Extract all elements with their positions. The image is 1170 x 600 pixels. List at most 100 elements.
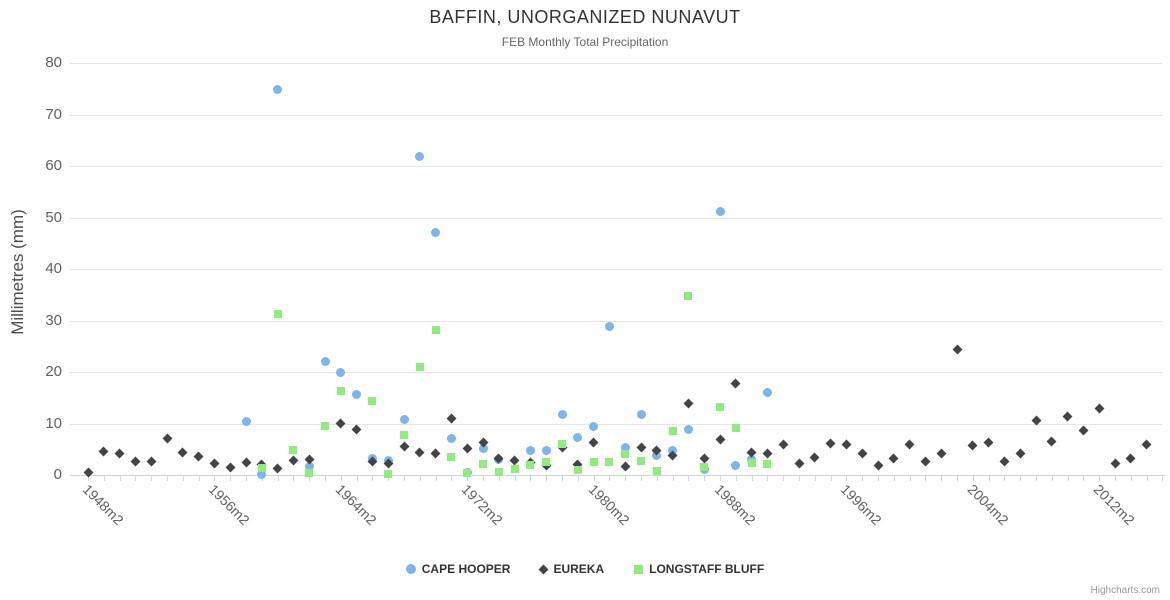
data-point-eureka[interactable] <box>114 448 125 459</box>
data-point-eureka[interactable] <box>904 439 915 450</box>
data-point-longstaff-bluff[interactable] <box>336 387 345 396</box>
data-point-eureka[interactable] <box>1062 411 1073 422</box>
data-point-cape-hooper[interactable] <box>336 368 346 377</box>
data-point-cape-hooper[interactable] <box>541 446 551 456</box>
data-point-longstaff-bluff[interactable] <box>273 310 282 319</box>
data-point-eureka[interactable] <box>462 443 473 454</box>
data-point-eureka[interactable] <box>1015 448 1026 459</box>
data-point-cape-hooper[interactable] <box>478 444 488 454</box>
data-point-longstaff-bluff[interactable] <box>747 459 756 468</box>
data-point-cape-hooper[interactable] <box>525 446 535 456</box>
data-point-eureka[interactable] <box>225 462 236 473</box>
data-point-cape-hooper[interactable] <box>273 85 283 95</box>
data-point-eureka[interactable] <box>1078 425 1089 436</box>
legend-item-longstaff-bluff[interactable]: LONGSTAFF BLUFF <box>634 562 764 576</box>
data-point-eureka[interactable] <box>1110 458 1120 469</box>
legend-item-cape-hooper[interactable]: CAPE HOOPER <box>405 562 510 576</box>
data-point-eureka[interactable] <box>1046 436 1057 447</box>
data-point-longstaff-bluff[interactable] <box>700 462 709 471</box>
data-point-longstaff-bluff[interactable] <box>479 459 487 468</box>
data-point-eureka[interactable] <box>715 434 725 445</box>
data-point-eureka[interactable] <box>636 442 646 453</box>
data-point-cape-hooper[interactable] <box>731 461 741 471</box>
data-point-eureka[interactable] <box>399 441 409 452</box>
data-point-eureka[interactable] <box>762 448 773 459</box>
data-point-longstaff-bluff[interactable] <box>637 457 645 466</box>
data-point-eureka[interactable] <box>98 446 109 457</box>
data-point-eureka[interactable] <box>683 398 694 409</box>
data-point-cape-hooper[interactable] <box>668 445 678 455</box>
data-point-eureka[interactable] <box>983 437 994 447</box>
data-point-cape-hooper[interactable] <box>241 416 251 426</box>
data-point-eureka[interactable] <box>288 455 299 466</box>
data-point-longstaff-bluff[interactable] <box>494 467 503 476</box>
data-point-cape-hooper[interactable] <box>415 152 425 162</box>
data-point-eureka[interactable] <box>936 448 947 459</box>
data-point-longstaff-bluff[interactable] <box>305 469 314 478</box>
data-point-eureka[interactable] <box>825 438 836 449</box>
data-point-longstaff-bluff[interactable] <box>684 292 693 301</box>
data-point-longstaff-bluff[interactable] <box>542 457 551 466</box>
data-point-eureka[interactable] <box>446 413 457 424</box>
data-point-eureka[interactable] <box>841 439 852 450</box>
data-point-eureka[interactable] <box>430 448 441 459</box>
data-point-cape-hooper[interactable] <box>446 434 456 444</box>
data-point-longstaff-bluff[interactable] <box>289 445 298 454</box>
data-point-cape-hooper[interactable] <box>320 357 330 367</box>
data-point-longstaff-bluff[interactable] <box>763 460 772 469</box>
data-point-longstaff-bluff[interactable] <box>384 469 393 478</box>
data-point-eureka[interactable] <box>809 452 820 463</box>
data-point-longstaff-bluff[interactable] <box>716 402 724 411</box>
data-point-cape-hooper[interactable] <box>431 228 441 238</box>
data-point-eureka[interactable] <box>335 418 346 429</box>
data-point-cape-hooper[interactable] <box>573 433 583 443</box>
data-point-cape-hooper[interactable] <box>652 450 662 460</box>
data-point-eureka[interactable] <box>1141 439 1152 450</box>
data-point-eureka[interactable] <box>1094 403 1105 414</box>
data-point-eureka[interactable] <box>952 344 962 355</box>
data-point-longstaff-bluff[interactable] <box>731 423 740 432</box>
data-point-eureka[interactable] <box>778 439 789 450</box>
data-point-cape-hooper[interactable] <box>683 425 693 435</box>
data-point-eureka[interactable] <box>209 458 220 469</box>
data-point-longstaff-bluff[interactable] <box>257 464 266 473</box>
data-point-cape-hooper[interactable] <box>304 461 314 471</box>
legend-item-eureka[interactable]: EUREKA <box>539 562 604 576</box>
data-point-cape-hooper[interactable] <box>762 388 772 398</box>
data-point-eureka[interactable] <box>620 461 631 472</box>
data-point-eureka[interactable] <box>699 453 710 463</box>
data-point-longstaff-bluff[interactable] <box>652 467 661 476</box>
data-point-longstaff-bluff[interactable] <box>431 325 440 334</box>
data-point-eureka[interactable] <box>857 448 868 459</box>
highcharts-credits-link[interactable]: Highcharts.com <box>1090 585 1160 596</box>
data-point-eureka[interactable] <box>162 433 172 444</box>
data-point-longstaff-bluff[interactable] <box>368 396 377 405</box>
data-point-eureka[interactable] <box>193 452 204 462</box>
data-point-cape-hooper[interactable] <box>604 322 614 332</box>
data-point-cape-hooper[interactable] <box>257 469 267 479</box>
data-point-cape-hooper[interactable] <box>636 409 646 419</box>
data-point-eureka[interactable] <box>588 437 599 447</box>
data-point-longstaff-bluff[interactable] <box>573 465 582 474</box>
data-point-eureka[interactable] <box>888 453 899 463</box>
data-point-eureka[interactable] <box>967 440 978 451</box>
data-point-cape-hooper[interactable] <box>620 443 630 453</box>
data-point-eureka[interactable] <box>414 447 425 458</box>
data-point-eureka[interactable] <box>873 460 883 471</box>
data-point-cape-hooper[interactable] <box>715 206 725 216</box>
data-point-longstaff-bluff[interactable] <box>526 461 535 470</box>
data-point-longstaff-bluff[interactable] <box>621 449 630 458</box>
data-point-eureka[interactable] <box>272 463 283 474</box>
data-point-eureka[interactable] <box>999 456 1010 467</box>
data-point-cape-hooper[interactable] <box>352 389 362 399</box>
data-point-eureka[interactable] <box>920 456 931 467</box>
data-point-longstaff-bluff[interactable] <box>589 458 598 467</box>
data-point-eureka[interactable] <box>794 458 804 469</box>
data-point-longstaff-bluff[interactable] <box>463 469 472 478</box>
data-point-cape-hooper[interactable] <box>399 414 409 424</box>
data-point-longstaff-bluff[interactable] <box>321 421 329 430</box>
data-point-eureka[interactable] <box>241 457 251 468</box>
data-point-longstaff-bluff[interactable] <box>558 439 566 448</box>
data-point-longstaff-bluff[interactable] <box>668 426 677 435</box>
data-point-cape-hooper[interactable] <box>589 421 599 431</box>
